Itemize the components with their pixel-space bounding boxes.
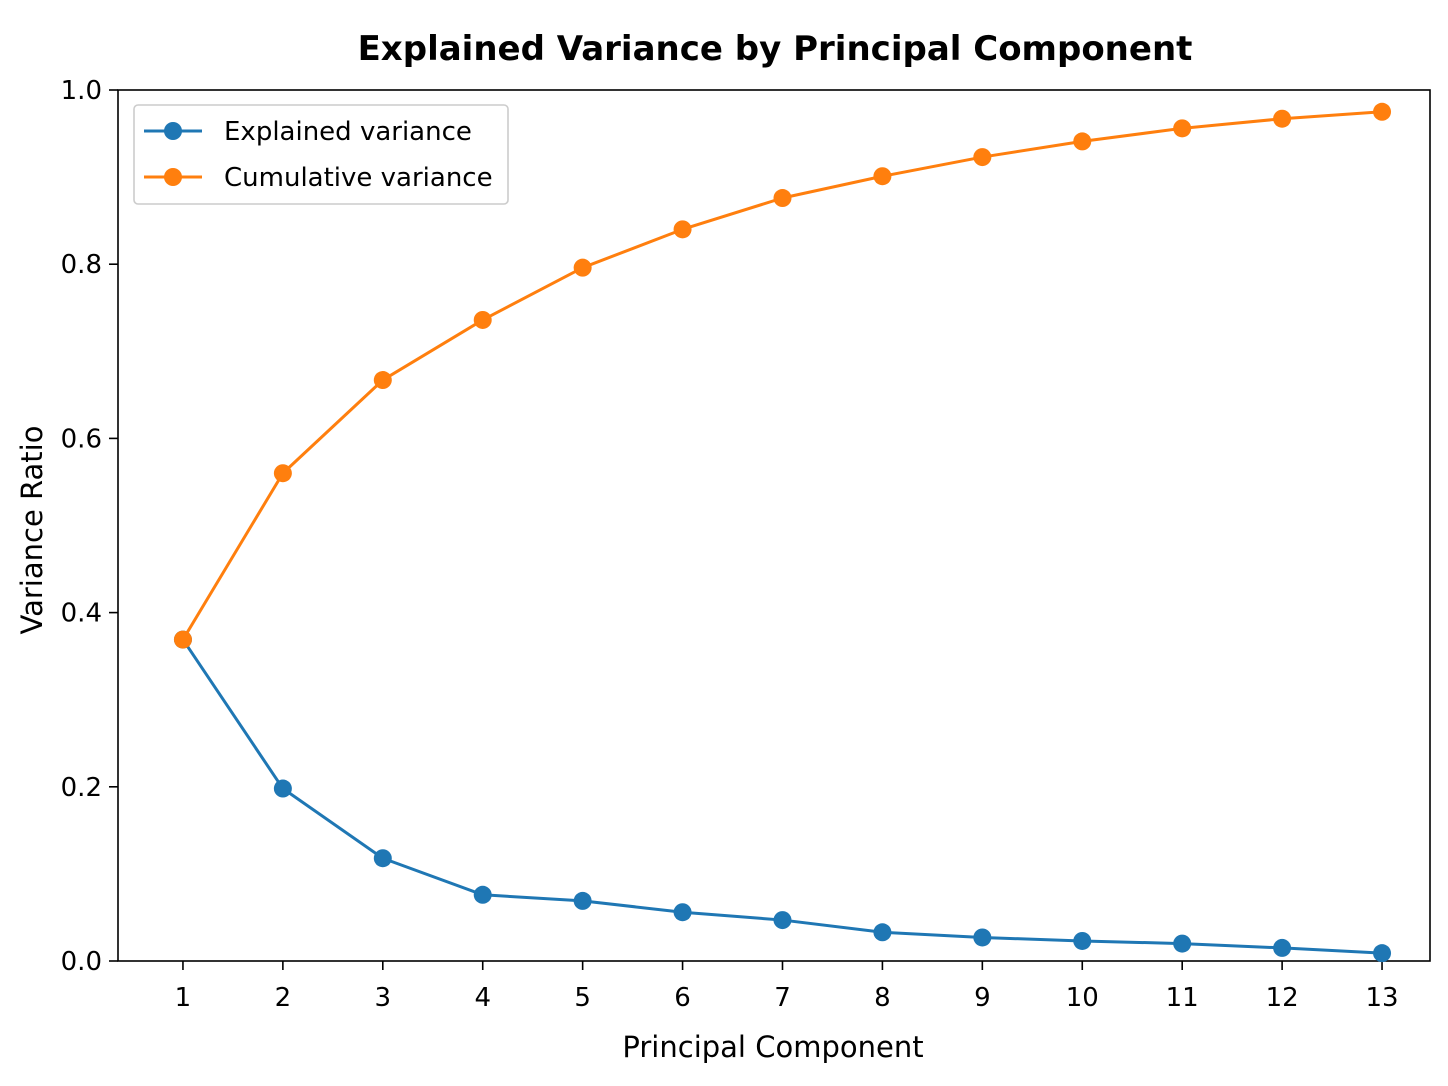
cumulative-variance-point [973, 148, 992, 167]
explained-variance-point [673, 903, 692, 922]
explained-variance-point [773, 911, 792, 930]
x-tick-label: 7 [774, 983, 791, 1013]
cumulative-variance-point [273, 464, 292, 483]
cumulative-variance-point [1373, 102, 1392, 121]
y-tick-label: 0.6 [61, 424, 102, 454]
explained-variance-point [473, 885, 492, 904]
x-tick-label: 1 [175, 983, 192, 1013]
x-axis-label: Principal Component [622, 1030, 923, 1064]
x-tick-label: 12 [1266, 983, 1299, 1013]
y-tick-label: 0.0 [61, 947, 102, 977]
legend-label: Cumulative variance [224, 163, 493, 193]
cumulative-variance-point [573, 258, 592, 277]
axes-frame [117, 89, 1431, 962]
y-axis-label: Variance Ratio [15, 426, 49, 635]
series-layer [173, 102, 1392, 963]
y-tick-label: 0.4 [61, 599, 102, 629]
explained-variance-point [973, 928, 992, 947]
cumulative-variance-point [1273, 109, 1292, 128]
cumulative-variance-point [873, 167, 892, 186]
chart-title: Explained Variance by Principal Componen… [358, 29, 1193, 69]
explained-variance-point [273, 779, 292, 798]
legend-item-explained-variance: Explained variance [144, 117, 472, 147]
x-axis-ticks: 1 2 3 4 5 6 7 8 9 10 11 12 13 [175, 961, 1399, 1013]
x-tick-label: 4 [474, 983, 491, 1013]
cumulative-variance-point [773, 189, 792, 208]
explained-variance-point [1073, 931, 1092, 950]
legend-label: Explained variance [224, 117, 472, 147]
y-tick-label: 0.2 [61, 773, 102, 803]
legend-marker-swatch [164, 122, 182, 140]
x-tick-label: 3 [375, 983, 392, 1013]
x-tick-label: 5 [574, 983, 591, 1013]
explained-variance-point [373, 849, 392, 868]
explained-variance-point [1373, 944, 1392, 963]
series-cumulative-variance [173, 102, 1392, 649]
cumulative-variance-point [673, 220, 692, 239]
x-tick-label: 6 [674, 983, 691, 1013]
explained-variance-point [1173, 934, 1192, 953]
x-tick-label: 8 [874, 983, 891, 1013]
cumulative-variance-point [173, 630, 192, 649]
explained-variance-point [873, 923, 892, 942]
y-axis-ticks: 0.0 0.2 0.4 0.6 0.8 1.0 [61, 76, 118, 977]
legend: Explained variance Cumulative variance [133, 104, 509, 205]
x-tick-label: 2 [275, 983, 292, 1013]
plot-area [117, 89, 1431, 962]
x-tick-label: 11 [1166, 983, 1199, 1013]
x-tick-label: 10 [1066, 983, 1099, 1013]
explained-variance-point [573, 891, 592, 910]
x-tick-label: 13 [1365, 983, 1398, 1013]
legend-item-cumulative-variance: Cumulative variance [144, 163, 493, 193]
legend-marker-swatch [164, 168, 182, 186]
y-tick-label: 1.0 [61, 76, 102, 106]
explained-variance-point [1273, 938, 1292, 957]
y-tick-label: 0.8 [61, 250, 102, 280]
cumulative-variance-point [373, 371, 392, 390]
cumulative-variance-point [1073, 132, 1092, 151]
cumulative-variance-point [1173, 119, 1192, 138]
cumulative-variance-point [473, 310, 492, 329]
x-tick-label: 9 [974, 983, 991, 1013]
legend-box [133, 104, 509, 205]
